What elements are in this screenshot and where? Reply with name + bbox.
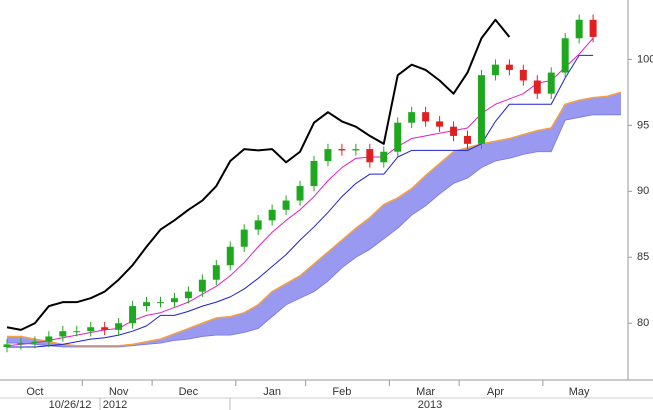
candle-body	[129, 306, 137, 324]
candle-body	[254, 220, 262, 230]
candle-body	[268, 209, 276, 221]
candle-body	[115, 323, 123, 330]
y-tick-label: 95	[637, 119, 649, 131]
candle-body	[464, 135, 471, 144]
candle-body	[157, 302, 164, 304]
cloud-upper-line	[6, 91, 622, 347]
candle-body	[73, 331, 81, 333]
candle-body	[184, 291, 192, 299]
candle-body	[87, 327, 95, 332]
y-tick-label: 80	[637, 317, 649, 329]
candle-body	[296, 186, 304, 201]
candle-body	[408, 112, 416, 123]
cloud	[6, 92, 622, 348]
candle-body	[436, 121, 444, 127]
candle-body	[240, 229, 248, 247]
candle-body	[17, 343, 25, 345]
indicator-line	[6, 54, 594, 348]
candle-body	[170, 298, 178, 303]
indicator-line	[6, 18, 511, 331]
cloud-lower-line	[6, 114, 622, 348]
year-label: 2013	[418, 399, 442, 410]
candle-body	[101, 327, 109, 330]
candle-body	[366, 149, 374, 163]
candle-body	[575, 19, 583, 39]
candle-body	[589, 19, 597, 37]
x-tick-label: Nov	[109, 386, 129, 398]
x-tick-label: May	[569, 386, 590, 398]
candle-body	[212, 265, 220, 280]
candle-body	[422, 112, 430, 122]
candle-body	[450, 126, 458, 136]
candle-body	[282, 200, 290, 210]
x-tick-label: Jan	[263, 386, 281, 398]
y-tick-label: 100	[637, 53, 653, 65]
x-tick-label: Oct	[26, 386, 43, 398]
candle-body	[31, 341, 39, 344]
candle-body	[226, 246, 234, 266]
candle-body	[505, 64, 513, 70]
candle-body	[324, 149, 332, 161]
candle-body	[561, 38, 569, 73]
y-tick-label: 90	[637, 185, 649, 197]
x-tick-label: Mar	[416, 386, 435, 398]
candle-body	[310, 160, 318, 187]
candle-body	[380, 151, 388, 163]
candle-body	[352, 149, 360, 151]
y-tick-label: 85	[637, 251, 649, 263]
candle-body	[547, 72, 555, 94]
x-tick-label: Feb	[332, 386, 351, 398]
candle-body	[59, 331, 67, 337]
candle-body	[394, 122, 402, 152]
candle-body	[491, 64, 499, 76]
candle-body	[477, 75, 485, 144]
year-label: 2012	[103, 399, 127, 410]
candle-body	[338, 149, 346, 151]
candle-body	[198, 279, 206, 292]
year-label: 10/26/12	[49, 399, 92, 410]
candle-body	[143, 302, 151, 307]
candle-body	[45, 336, 53, 342]
candle-body	[3, 344, 11, 348]
candle-body	[533, 80, 541, 94]
x-tick-label: Apr	[487, 386, 504, 398]
x-tick-label: Dec	[179, 386, 199, 398]
candle-body	[519, 69, 527, 81]
